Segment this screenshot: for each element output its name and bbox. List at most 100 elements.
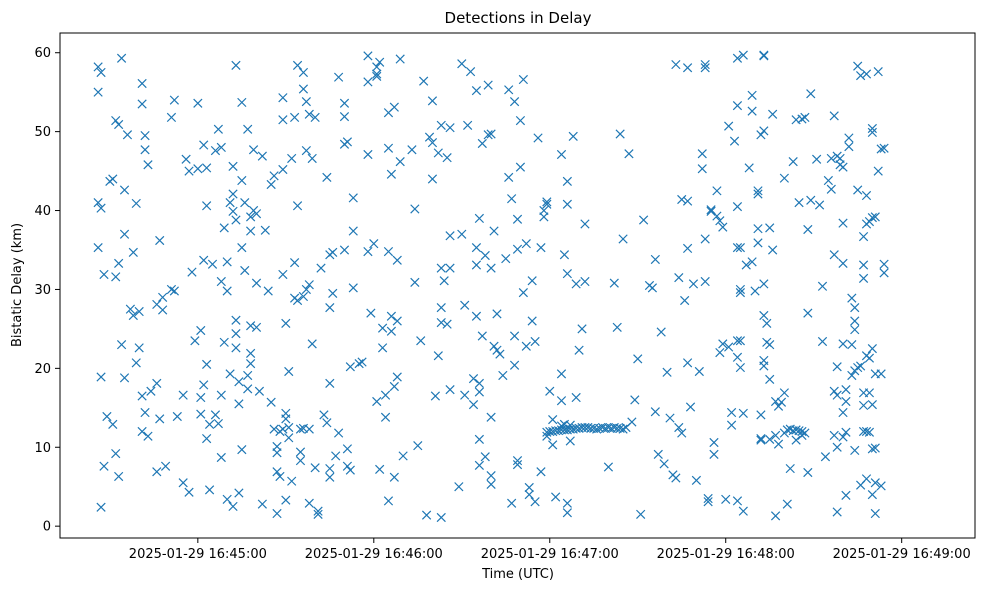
data-point-marker [190, 336, 200, 346]
data-point-marker [571, 392, 581, 403]
data-point-marker [486, 412, 496, 422]
data-point-marker [96, 203, 106, 213]
data-point-marker [706, 206, 716, 216]
data-point-marker [800, 112, 810, 123]
data-point-marker [542, 199, 552, 209]
data-point-marker [237, 243, 247, 253]
data-point-marker [750, 286, 760, 296]
data-point-marker [93, 87, 103, 97]
data-point-marker [363, 77, 373, 87]
data-point-marker [102, 411, 112, 422]
data-point-marker [718, 222, 728, 232]
data-point-marker [829, 430, 839, 441]
data-point-marker [474, 434, 484, 444]
data-point-marker [322, 418, 332, 428]
data-point-marker [609, 278, 619, 288]
data-point-marker [216, 276, 226, 287]
data-point-marker [471, 311, 482, 321]
data-point-marker [128, 247, 138, 257]
data-point-marker [530, 336, 540, 347]
data-point-marker [612, 322, 622, 332]
data-point-marker [674, 272, 684, 283]
data-point-marker [210, 410, 221, 420]
data-point-marker [199, 380, 209, 390]
data-point-marker [454, 482, 464, 492]
data-point-marker [756, 435, 766, 445]
data-point-marker [735, 243, 746, 253]
data-point-marker [248, 145, 259, 155]
data-point-marker [281, 318, 291, 328]
data-point-marker [624, 149, 634, 159]
data-point-marker [272, 467, 282, 477]
data-point-marker [501, 254, 511, 264]
data-point-marker [474, 387, 484, 397]
data-point-marker [427, 96, 438, 106]
data-point-marker [847, 293, 857, 303]
data-point-marker [216, 452, 226, 463]
data-point-marker [700, 276, 710, 287]
data-point-marker [155, 414, 165, 424]
data-point-marker [377, 343, 388, 353]
data-point-marker [533, 133, 543, 143]
data-point-marker [759, 361, 769, 371]
data-point-marker [879, 268, 889, 278]
data-point-marker [325, 378, 335, 388]
data-point-marker [260, 225, 270, 235]
data-point-marker [380, 412, 391, 422]
data-point-marker [747, 257, 757, 267]
y-tick-label: 40 [34, 204, 51, 219]
data-point-marker [671, 59, 681, 70]
data-point-marker [726, 420, 737, 430]
data-point-marker [618, 234, 628, 244]
data-point-marker [571, 279, 581, 289]
data-point-marker [372, 69, 382, 79]
data-point-marker [556, 369, 567, 379]
data-point-marker [680, 295, 690, 306]
data-point-marker [143, 431, 153, 441]
data-point-marker [231, 343, 241, 353]
data-point-marker [768, 245, 778, 255]
data-point-marker [278, 424, 288, 434]
data-point-marker [125, 304, 136, 314]
data-point-marker [207, 259, 218, 269]
data-point-marker [419, 76, 429, 86]
data-point-marker [650, 254, 660, 265]
data-point-marker [861, 69, 872, 79]
data-point-marker [677, 194, 687, 205]
data-point-marker [292, 60, 303, 70]
data-point-marker [709, 449, 719, 459]
data-point-marker [304, 424, 314, 434]
data-point-marker [430, 391, 441, 401]
data-point-marker [137, 78, 147, 89]
data-point-marker [184, 487, 194, 497]
data-point-marker [841, 385, 851, 395]
data-point-marker [732, 336, 743, 346]
data-point-marker [697, 164, 707, 174]
data-point-marker [119, 229, 130, 239]
data-point-marker [712, 186, 722, 196]
y-tick-label: 30 [34, 283, 51, 298]
data-point-marker [445, 263, 455, 273]
data-point-marker [137, 426, 147, 437]
data-point-marker [307, 153, 317, 164]
data-point-marker [844, 142, 854, 152]
data-point-marker [468, 400, 479, 410]
data-point-marker [765, 340, 775, 350]
data-point-marker [202, 359, 212, 370]
data-point-marker [442, 319, 452, 329]
data-point-marker [433, 351, 443, 361]
data-point-marker [237, 97, 247, 108]
data-point-marker [580, 276, 590, 287]
data-point-marker [732, 352, 743, 362]
data-point-marker [137, 99, 147, 109]
data-point-marker [797, 426, 807, 437]
data-point-marker [864, 216, 875, 227]
data-point-marker [829, 250, 839, 260]
data-point-marker [342, 137, 353, 147]
data-point-marker [527, 316, 537, 326]
data-point-marker [457, 59, 467, 69]
data-point-marker [870, 443, 880, 453]
data-point-marker [729, 136, 740, 146]
data-point-marker [114, 119, 124, 130]
data-point-marker [342, 444, 353, 454]
